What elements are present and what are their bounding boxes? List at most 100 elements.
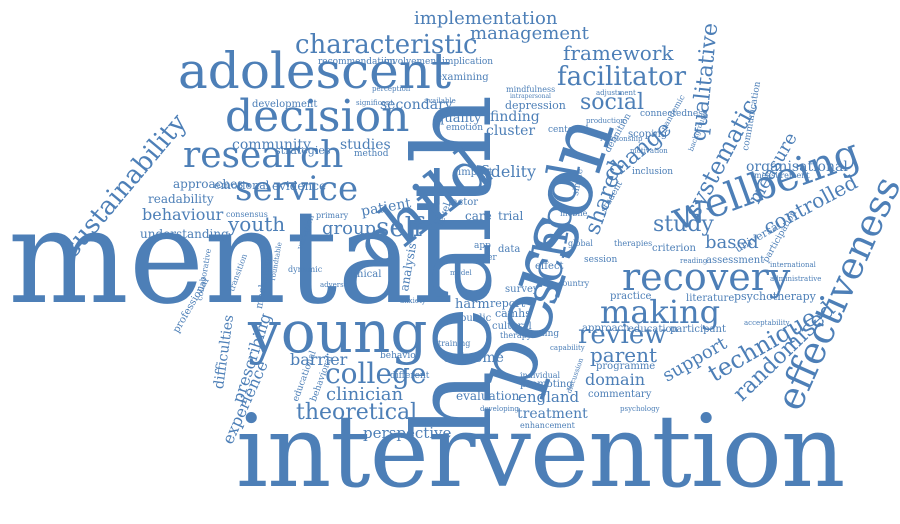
word-survey: survey	[505, 284, 539, 295]
word-service: service	[235, 169, 359, 209]
word-reading: reading	[680, 257, 708, 265]
word-review: review	[578, 320, 667, 350]
word-based: based	[705, 232, 759, 253]
word-measurement: measurement	[754, 171, 810, 180]
word-session: session	[584, 255, 618, 265]
word-study: study	[653, 212, 714, 237]
word-practice: practice	[610, 291, 652, 302]
word-different: different	[390, 371, 430, 381]
word-emotional: emotional	[214, 179, 270, 192]
word-primary: primary	[316, 211, 349, 220]
word-behavior: behavior	[380, 351, 420, 361]
word-education: education	[628, 324, 678, 335]
word-recovery: recovery	[622, 255, 791, 299]
word-public: public	[460, 313, 492, 324]
word-harm: harm	[455, 297, 490, 312]
word-criterion: criterion	[652, 243, 696, 254]
word-domain: domain	[585, 370, 646, 389]
word-available: available	[424, 97, 456, 105]
word-psychology: psychology	[620, 405, 660, 413]
word-barrier: barrier	[290, 350, 348, 369]
word-emotion: emotion	[446, 123, 483, 133]
word-peer: peer	[476, 253, 497, 263]
word-qualitative: qualitative	[686, 21, 724, 143]
word-youth: youth	[228, 212, 286, 236]
word-funding: funding	[524, 329, 560, 339]
word-individual: individual	[520, 371, 561, 380]
word-england: england	[518, 388, 580, 406]
word-literature: literature	[686, 293, 735, 304]
word-anxiety: anxiety	[400, 297, 426, 305]
word-making: making	[600, 293, 721, 331]
word-data: data	[498, 244, 521, 255]
word-approaches: approaches	[173, 177, 244, 191]
word-intrapersonal: intrapersonal	[510, 93, 551, 100]
word-care: care	[465, 209, 492, 223]
word-approach: approach	[582, 323, 630, 334]
word-programme: programme	[596, 361, 656, 372]
word-trial: trial	[498, 209, 524, 223]
word-parent: parent	[590, 343, 658, 367]
word-cluster: cluster	[486, 123, 536, 139]
word-relationship: relationship	[600, 135, 643, 143]
word-psychotherapy: psychotherapy	[734, 290, 816, 303]
word-country: country	[558, 279, 590, 288]
word-finding: finding	[490, 109, 540, 125]
word-production: production	[586, 117, 625, 125]
word-mental: mental	[8, 181, 455, 333]
word-characteristic: characteristic	[295, 30, 478, 60]
word-connectedness: connectedness	[640, 109, 708, 119]
word-clinical: clinical	[345, 269, 382, 280]
word-promoting: promoting	[520, 379, 573, 390]
word-enhancement: enhancement	[520, 421, 575, 430]
word-research: research	[183, 135, 344, 176]
word-fidelity: fidelity	[480, 162, 537, 181]
word-group: group	[322, 218, 377, 239]
word-depression: depression	[505, 99, 566, 112]
word-management: management	[470, 23, 589, 44]
word-social: social	[580, 90, 645, 115]
word-outcome: outcome	[443, 350, 504, 366]
word-therapies: therapies	[614, 239, 653, 248]
word-app: app	[474, 241, 491, 251]
word-consensus: consensus	[226, 210, 268, 219]
word-scoping: scoping	[628, 129, 668, 140]
word-development: development	[252, 99, 318, 110]
word-framework: framework	[563, 41, 674, 65]
word-adjustment: adjustment	[596, 89, 636, 97]
word-global: global	[568, 239, 593, 248]
word-strategies: strategies	[275, 144, 331, 157]
word-treatment: treatment	[517, 406, 588, 422]
word-secondary: secondary	[380, 97, 453, 113]
word-young: young	[248, 298, 428, 366]
word-clinician: clinician	[326, 384, 404, 405]
word-adolescent: adolescent	[178, 42, 452, 100]
word-involvement: involvement	[384, 57, 440, 67]
word-evidence: evidence	[272, 179, 327, 193]
word-community: community	[232, 137, 311, 153]
word-commentary: commentary	[588, 389, 652, 400]
word-centered: centered	[548, 125, 589, 135]
word-organisational: organisational	[746, 159, 848, 175]
word-perception: perception	[372, 85, 411, 93]
word-camhs: camhs	[495, 307, 531, 320]
word-report: report	[490, 297, 526, 310]
word-facilitator: facilitator	[557, 62, 687, 92]
word-readability: readability	[148, 192, 214, 206]
word-understanding: understanding	[140, 227, 229, 241]
word-adverse: adverse	[320, 281, 348, 289]
word-motivation: motivation	[630, 147, 668, 155]
word-decision: decision	[225, 91, 410, 142]
word-intervention: intervention	[236, 393, 845, 510]
word-implication: implication	[442, 57, 494, 67]
word-administrative: administrative	[770, 275, 822, 283]
word-recommendation: recommendation	[318, 57, 396, 67]
word-cultural: cultural	[492, 321, 532, 332]
word-participant: participant	[670, 324, 726, 335]
word-perspective: perspective	[363, 424, 452, 442]
word-quality: quality	[436, 111, 482, 126]
word-theoretical: theoretical	[296, 400, 418, 425]
word-evaluation: evaluation	[456, 389, 520, 403]
word-developing: developing	[480, 405, 519, 413]
